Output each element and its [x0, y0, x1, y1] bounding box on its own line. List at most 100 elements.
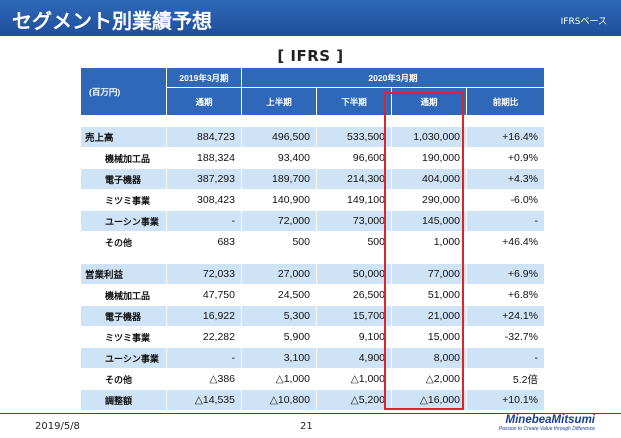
- cell-value: 188,324: [166, 147, 242, 169]
- cell-value: 145,000: [391, 210, 467, 232]
- cell-value: 3,100: [241, 347, 317, 369]
- cell-value: -6.0%: [466, 189, 545, 211]
- cell-value: 5.2倍: [466, 368, 545, 390]
- cell-value: 533,500: [316, 126, 392, 148]
- cell-value: 50,000: [316, 263, 392, 285]
- cell-value: +4.3%: [466, 168, 545, 190]
- cell-value: -: [166, 347, 242, 369]
- fy2019-header: 2019年3月期: [166, 67, 242, 88]
- cell-value: 496,500: [241, 126, 317, 148]
- table-row: その他 △386 △1,000 △1,000 △2,000 5.2倍: [80, 368, 545, 390]
- table-row: ミツミ事業 308,423 140,900 149,100 290,000 -6…: [80, 189, 545, 211]
- cell-value: 72,033: [166, 263, 242, 285]
- cell-value: 387,293: [166, 168, 242, 190]
- table-subtitle: [ IFRS ]: [277, 47, 344, 65]
- cell-value: +6.8%: [466, 284, 545, 306]
- col-yoy: 前期比: [466, 87, 545, 116]
- cell-value: 72,000: [241, 210, 317, 232]
- col-full-2019: 通期: [166, 87, 242, 116]
- cell-value: 24,500: [241, 284, 317, 306]
- cell-value: 683: [166, 231, 242, 253]
- row-label: ユーシン事業: [80, 347, 167, 369]
- cell-value: +0.9%: [466, 147, 545, 169]
- cell-value: 1,000: [391, 231, 467, 253]
- table-row: その他 683 500 500 1,000 +46.4%: [80, 231, 545, 253]
- cell-value: 21,000: [391, 305, 467, 327]
- cell-value: 884,723: [166, 126, 242, 148]
- basis-label: IFRSベース: [560, 17, 607, 27]
- table-row: 調整額 △14,535 △10,800 △5,200 △16,000 +10.1…: [80, 389, 545, 411]
- fy2020-header: 2020年3月期: [241, 67, 545, 88]
- cell-value: -: [166, 210, 242, 232]
- cell-value: +46.4%: [466, 231, 545, 253]
- cell-value: 8,000: [391, 347, 467, 369]
- row-label: 機械加工品: [80, 284, 167, 306]
- footer-date: 2019/5/8: [35, 421, 80, 432]
- cell-value: 22,282: [166, 326, 242, 348]
- cell-value: 214,300: [316, 168, 392, 190]
- cell-value: 47,750: [166, 284, 242, 306]
- spacer-row: [80, 115, 545, 127]
- cell-value: 15,000: [391, 326, 467, 348]
- cell-value: 16,922: [166, 305, 242, 327]
- row-label: 電子機器: [80, 305, 167, 327]
- row-label: 営業利益: [80, 263, 167, 285]
- slide-header: セグメント別業績予想 IFRSベース: [0, 0, 621, 36]
- cell-value: 140,900: [241, 189, 317, 211]
- cell-value: 149,100: [316, 189, 392, 211]
- logo-name: MinebeaMitsumi: [505, 414, 595, 426]
- cell-value: 5,300: [241, 305, 317, 327]
- table-row: 機械加工品 188,324 93,400 96,600 190,000 +0.9…: [80, 147, 545, 169]
- cell-value: 93,400: [241, 147, 317, 169]
- row-label: ミツミ事業: [80, 189, 167, 211]
- cell-value: +6.9%: [466, 263, 545, 285]
- table-row: ユーシン事業 - 3,100 4,900 8,000 -: [80, 347, 545, 369]
- cell-value: 51,000: [391, 284, 467, 306]
- row-label: 売上高: [80, 126, 167, 148]
- row-label: その他: [80, 368, 167, 390]
- spacer-row: [80, 252, 545, 264]
- cell-value: △2,000: [391, 368, 467, 390]
- cell-value: 500: [241, 231, 317, 253]
- row-label: 電子機器: [80, 168, 167, 190]
- cell-value: 73,000: [316, 210, 392, 232]
- slide-title: セグメント別業績予想: [12, 9, 212, 33]
- table-row: 電子機器 16,922 5,300 15,700 21,000 +24.1%: [80, 305, 545, 327]
- cell-value: +24.1%: [466, 305, 545, 327]
- row-label: その他: [80, 231, 167, 253]
- table-row: 営業利益 72,033 27,000 50,000 77,000 +6.9%: [80, 263, 545, 285]
- cell-value: 308,423: [166, 189, 242, 211]
- company-logo: MinebeaMitsumi Passion to Create Value t…: [499, 414, 595, 432]
- cell-value: △1,000: [241, 368, 317, 390]
- cell-value: 96,600: [316, 147, 392, 169]
- col-h2: 下半期: [316, 87, 392, 116]
- cell-value: 27,000: [241, 263, 317, 285]
- cell-value: 15,700: [316, 305, 392, 327]
- row-label: ミツミ事業: [80, 326, 167, 348]
- footer-divider: [0, 413, 621, 414]
- segment-forecast-table: (百万円) 2019年3月期 2020年3月期 通期 上半期 下半期 通期 前期…: [80, 67, 545, 411]
- table-row: 売上高 884,723 496,500 533,500 1,030,000 +1…: [80, 126, 545, 148]
- cell-value: △14,535: [166, 389, 242, 411]
- cell-value: 4,900: [316, 347, 392, 369]
- cell-value: 77,000: [391, 263, 467, 285]
- cell-value: 5,900: [241, 326, 317, 348]
- table-row: ミツミ事業 22,282 5,900 9,100 15,000 -32.7%: [80, 326, 545, 348]
- cell-value: △1,000: [316, 368, 392, 390]
- cell-value: △386: [166, 368, 242, 390]
- cell-value: -: [466, 347, 545, 369]
- cell-value: +16.4%: [466, 126, 545, 148]
- cell-value: -: [466, 210, 545, 232]
- cell-value: △10,800: [241, 389, 317, 411]
- cell-value: △5,200: [316, 389, 392, 411]
- cell-value: 9,100: [316, 326, 392, 348]
- cell-value: 26,500: [316, 284, 392, 306]
- table-row: ユーシン事業 - 72,000 73,000 145,000 -: [80, 210, 545, 232]
- table-row: 機械加工品 47,750 24,500 26,500 51,000 +6.8%: [80, 284, 545, 306]
- row-label: 調整額: [80, 389, 167, 411]
- cell-value: △16,000: [391, 389, 467, 411]
- cell-value: +10.1%: [466, 389, 545, 411]
- row-label: 機械加工品: [80, 147, 167, 169]
- cell-value: -32.7%: [466, 326, 545, 348]
- row-label: ユーシン事業: [80, 210, 167, 232]
